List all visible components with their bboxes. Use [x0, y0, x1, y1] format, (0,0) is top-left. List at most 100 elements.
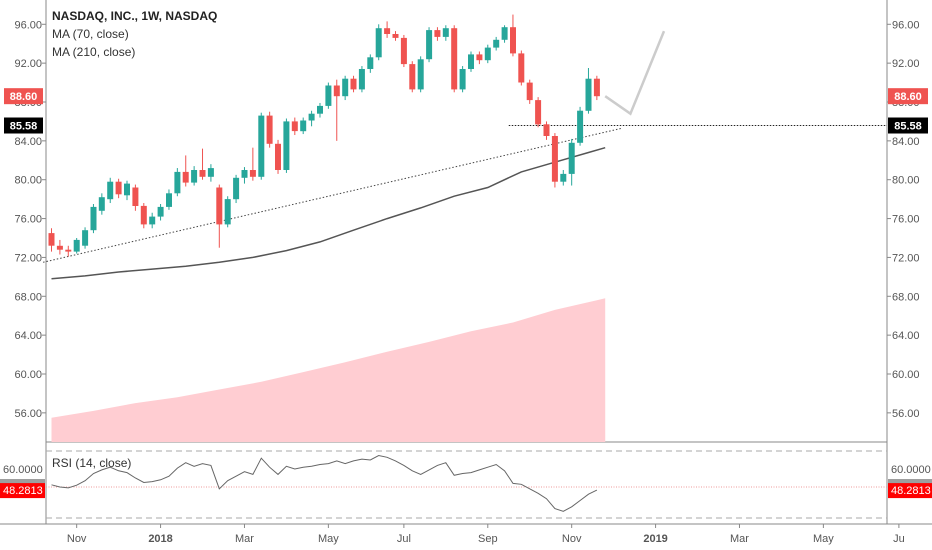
candle-body — [417, 59, 424, 90]
candle-body — [333, 85, 340, 97]
price-tick-label-right: 60.00 — [892, 369, 920, 381]
candle-body — [132, 187, 139, 206]
time-label: Sep — [478, 533, 498, 545]
level-badge-right: 85.58 — [894, 121, 922, 133]
last-price-badge-right: 88.60 — [894, 91, 922, 103]
level-badge-left: 85.58 — [10, 121, 38, 133]
candle-body — [149, 216, 156, 225]
ma70-line — [51, 146, 606, 280]
price-tick-label-left: 76.00 — [14, 214, 42, 226]
time-label: 2019 — [643, 533, 667, 545]
price-tick-label-left: 96.00 — [14, 19, 42, 31]
time-label: Nov — [67, 533, 87, 545]
candle-body — [358, 69, 365, 90]
candle-body — [241, 170, 248, 178]
rsi-last-right: 48.2813 — [891, 485, 931, 497]
candle-body — [65, 249, 72, 252]
rsi-legend: RSI (14, close) — [52, 456, 132, 470]
rsi-tick-label-right: 60.0000 — [891, 464, 931, 476]
price-tick-label-right: 72.00 — [892, 252, 920, 264]
candle-body — [560, 173, 567, 182]
candle-body — [157, 206, 164, 217]
price-tick-label-left: 56.00 — [14, 408, 42, 420]
candle-body — [56, 245, 63, 250]
volume-area — [51, 298, 606, 442]
last-price-badge-left-bg — [4, 88, 43, 105]
candle-body — [291, 121, 298, 132]
candle-body — [317, 105, 323, 114]
candle-body — [98, 197, 105, 211]
candle-body — [543, 124, 550, 136]
candle-body — [224, 199, 231, 225]
price-tick-label-left: 60.00 — [14, 369, 42, 381]
ma210-legend: MA (210, close) — [52, 45, 136, 59]
candle-body — [367, 57, 374, 69]
price-tick-label-left: 64.00 — [14, 330, 42, 342]
rsi-line — [51, 454, 598, 512]
candle-body — [577, 110, 584, 143]
candle-body — [283, 121, 290, 170]
rsi-tick-label-left: 60.0000 — [3, 464, 43, 476]
level-badge-left-bg — [4, 117, 43, 134]
candle-body — [124, 183, 130, 196]
rsi-last-left-bg — [0, 483, 45, 499]
candle-body — [216, 187, 223, 225]
candle-body — [518, 53, 525, 83]
support-trendline — [42, 127, 623, 263]
candle-body — [375, 28, 382, 58]
time-label: May — [318, 533, 339, 545]
price-tick-label-left: 72.00 — [14, 252, 42, 264]
price-tick-label-right: 92.00 — [892, 58, 920, 70]
candle-body — [207, 168, 214, 177]
candle-body — [400, 37, 407, 65]
price-tick-label-right: 64.00 — [892, 330, 920, 342]
level-badge-right-bg — [888, 117, 928, 134]
candle-body — [585, 78, 592, 111]
candle-body — [258, 115, 265, 177]
time-label: 2018 — [148, 533, 172, 545]
candle-body — [484, 47, 491, 61]
ma70-legend: MA (70, close) — [52, 27, 129, 41]
time-label: Nov — [562, 533, 582, 545]
candle-body — [434, 30, 441, 37]
price-tick-label-left: 68.00 — [14, 291, 42, 303]
candle-body — [593, 78, 600, 97]
candle-body — [275, 143, 281, 170]
price-tick-label-right: 96.00 — [892, 19, 920, 31]
candle-body — [174, 171, 181, 194]
candle-body — [409, 64, 416, 90]
candle-body — [526, 82, 533, 101]
candle-body — [442, 28, 449, 37]
rsi-last-right-bg — [888, 483, 932, 499]
rsi-last-left: 48.2813 — [3, 485, 43, 497]
price-tick-label-right: 84.00 — [892, 136, 920, 148]
candle-body — [73, 239, 80, 252]
candle-body — [426, 30, 433, 60]
candle-body — [535, 100, 542, 125]
candle-body — [199, 170, 206, 177]
price-tick-label-left: 92.00 — [14, 58, 42, 70]
candle-body — [48, 233, 55, 246]
candle-body — [182, 171, 189, 183]
last-price-badge-left: 88.60 — [10, 91, 38, 103]
candle-body — [166, 193, 172, 207]
candle-body — [90, 206, 97, 231]
time-label: May — [813, 533, 834, 545]
candle-body — [501, 27, 508, 40]
time-label: Mar — [235, 533, 254, 545]
candle-body — [266, 115, 273, 144]
candle-body — [350, 78, 357, 90]
candle-body — [342, 78, 349, 97]
candle-body — [392, 34, 399, 38]
candle-body — [107, 181, 114, 200]
price-tick-label-left: 84.00 — [14, 136, 42, 148]
price-tick-label-left: 80.00 — [14, 175, 42, 187]
candle-body — [300, 120, 307, 132]
candle-body — [451, 28, 458, 90]
projection-path — [604, 30, 666, 116]
time-label: Ju — [893, 533, 905, 545]
candle-body — [510, 27, 516, 54]
candle-body — [568, 142, 575, 174]
candle-body — [468, 54, 474, 69]
